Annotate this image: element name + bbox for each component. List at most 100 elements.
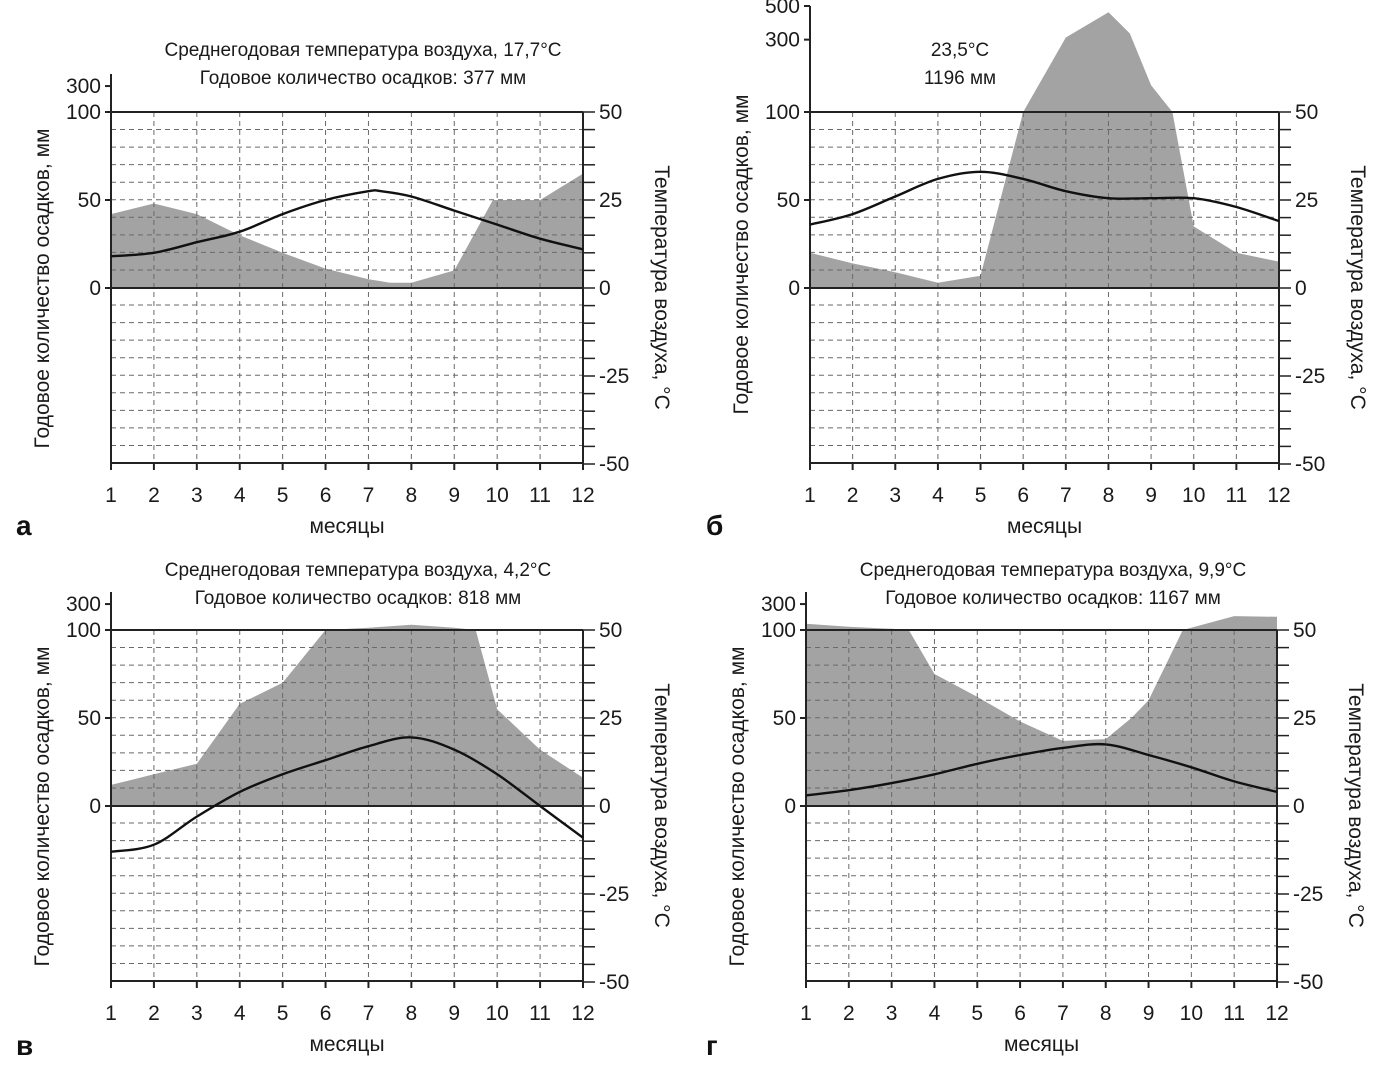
x-tick-label: 4 [929,1002,941,1025]
x-tick-label: 4 [932,484,944,507]
y-tick-label-left: 50 [78,707,101,730]
temperature-line [110,189,584,258]
x-tick-label: 6 [1017,484,1029,507]
x-tick-label: 3 [191,484,203,507]
y-tick-label-left: 0 [784,795,796,818]
x-tick-label: 5 [975,484,987,507]
chart-title-line-1: Среднегодовая температура воздуха, 9,9°С [860,560,1246,581]
x-tick-label: 1 [800,1002,812,1025]
panel-letter: б [706,510,723,541]
temperature-line [805,742,1278,797]
x-tick-label: 5 [277,1002,289,1025]
x-tick-label: 2 [148,484,160,507]
y-tick-label-left: 100 [761,619,796,642]
x-tick-label: 12 [1265,1002,1288,1025]
x-tick-label: 3 [886,1002,898,1025]
x-tick-label: 12 [571,484,594,507]
y-axis-label-left: Годовое количество осадков, мм [31,129,54,449]
y-tick-label-left: 50 [773,707,796,730]
x-tick-label: 9 [448,484,460,507]
y-tick-label-left: 50 [78,189,101,212]
y-tick-label-left: 300 [761,593,796,616]
precipitation-area [810,12,1279,288]
y-tick-label-left: 100 [765,101,800,124]
chart-title-line-1: Среднегодовая температура воздуха, 4,2°С [165,560,551,581]
chart-title-line-2: Годовое количество осадков: 377 мм [200,68,526,89]
x-tick-label: 9 [1143,1002,1155,1025]
y-tick-label-right: -50 [1295,453,1325,476]
x-tick-label: 6 [320,484,332,507]
x-tick-label: 10 [486,1002,509,1025]
y-tick-label-left: 0 [89,795,101,818]
x-tick-label: 8 [406,484,418,507]
x-tick-label: 1 [105,1002,117,1025]
x-tick-label: 6 [320,1002,332,1025]
x-tick-label: 10 [486,484,509,507]
temperature-line [809,170,1280,226]
y-tick-label-right: 50 [1295,101,1318,124]
y-tick-label-right: 0 [599,795,611,818]
y-tick-label-left: 300 [765,29,800,52]
x-tick-label: 5 [277,484,289,507]
y-tick-label-left: 50 [777,189,800,212]
y-axis-label-right: Температура воздуха, °С [650,683,673,927]
y-tick-label-right: -50 [599,453,629,476]
y-tick-label-right: 50 [599,619,622,642]
temperature-line [110,736,584,853]
y-axis-label-right: Температура воздуха, °С [650,165,673,409]
y-tick-label-right: 25 [599,707,622,730]
x-tick-label: 3 [889,484,901,507]
x-tick-label: 4 [234,1002,246,1025]
chart-title-line-1: Среднегодовая температура воздуха, 17,7°… [164,40,561,61]
chart-title-line-1: 23,5°С [931,40,989,61]
y-tick-label-right: 0 [1295,277,1307,300]
x-axis-label: месяцы [309,515,384,538]
y-tick-label-left: 300 [66,75,101,98]
y-axis-label-left: Годовое количество осадков, мм [726,647,749,967]
x-tick-label: 8 [406,1002,418,1025]
x-tick-label: 10 [1182,484,1205,507]
chart-title-line-2: Годовое количество осадков: 1167 мм [885,588,1221,609]
x-tick-label: 8 [1103,484,1115,507]
x-axis-label: месяцы [1004,1033,1079,1056]
x-axis-label: месяцы [309,1033,384,1056]
panel-letter: в [16,1030,33,1061]
y-axis-label-right: Температура воздуха, °С [1344,683,1367,927]
x-tick-label: 11 [1225,484,1247,507]
y-tick-label-right: -50 [599,971,629,994]
x-axis-label: месяцы [1007,515,1082,538]
y-tick-label-right: 0 [599,277,611,300]
y-tick-label-left: 100 [66,619,101,642]
x-tick-label: 8 [1100,1002,1112,1025]
panel-letter: г [706,1030,718,1061]
panel-letter: а [16,510,32,541]
x-tick-label: 7 [363,484,375,507]
y-tick-label-left: 300 [66,593,101,616]
y-tick-label-left: 0 [89,277,101,300]
precipitation-area [806,616,1277,806]
y-tick-label-right: -25 [599,883,629,906]
x-tick-label: 2 [843,1002,855,1025]
y-tick-label-left: 0 [788,277,800,300]
x-tick-label: 1 [804,484,816,507]
x-tick-label: 2 [847,484,859,507]
chart-title-line-2: 1196 мм [924,68,996,89]
x-tick-label: 7 [1057,1002,1069,1025]
chart-panel-1: 1 2 3 4 5 6 7 8 9 10 11 1205010030050250-25-50Средн… [16,40,673,541]
x-tick-label: 1 [105,484,117,507]
chart-panel-2: 1 2 3 4 5 6 7 8 9 10 11 1205010030050050250-25-5023… [706,0,1369,541]
chart-panel-4: 1 2 3 4 5 6 7 8 9 10 11 1205010030050250-25-50Средн… [706,560,1367,1061]
x-tick-label: 5 [971,1002,983,1025]
y-tick-label-left: 500 [765,0,800,18]
y-tick-label-right: -25 [599,365,629,388]
x-tick-label: 7 [363,1002,375,1025]
y-tick-label-right: -25 [1293,883,1323,906]
x-tick-label: 11 [1223,1002,1245,1025]
x-tick-label: 4 [234,484,246,507]
precipitation-area [111,173,583,288]
precipitation-area [111,624,583,806]
x-tick-label: 2 [148,1002,160,1025]
y-tick-label-right: 25 [599,189,622,212]
y-tick-label-right: -25 [1295,365,1325,388]
